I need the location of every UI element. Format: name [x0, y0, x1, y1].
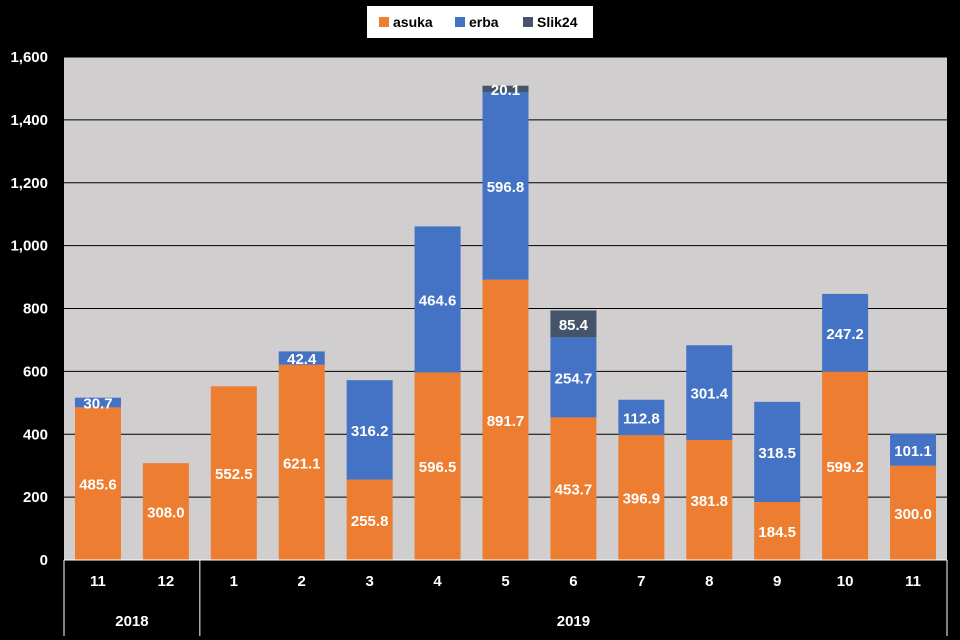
data-label: 254.7 [555, 370, 593, 387]
bar-segment-slik24 [550, 310, 597, 338]
data-label: 308.0 [147, 505, 185, 522]
bar-segment-erba [482, 92, 529, 280]
bar-segment-asuka [618, 435, 665, 560]
data-label: 453.7 [555, 482, 593, 499]
data-label: 247.2 [826, 326, 864, 343]
y-tick-label: 1,400 [10, 112, 48, 129]
data-label: 891.7 [487, 413, 525, 430]
x-tick-label: 12 [158, 573, 175, 590]
bar-segment-asuka [686, 439, 733, 560]
bars [74, 85, 937, 560]
data-label: 621.1 [283, 455, 321, 472]
data-label: 316.2 [351, 423, 389, 440]
legend: asuka erba Slik24 [367, 6, 593, 38]
y-tick-label: 1,200 [10, 175, 48, 192]
bar-segment-erba [754, 401, 801, 502]
y-tick-label: 1,600 [10, 49, 48, 66]
bar-segment-asuka [210, 386, 257, 560]
legend-box [367, 6, 593, 38]
data-label: 85.4 [559, 317, 589, 334]
legend-swatch [523, 17, 533, 27]
data-label: 255.8 [351, 513, 389, 530]
data-label: 464.6 [419, 292, 457, 309]
data-label: 318.5 [758, 445, 796, 462]
legend-label: asuka [393, 14, 433, 30]
x-tick-label: 9 [773, 573, 781, 590]
data-label: 381.8 [690, 493, 728, 510]
x-tick-label: 6 [569, 573, 577, 590]
bar-segment-slik24 [482, 85, 529, 93]
legend-swatch [379, 17, 389, 27]
bar-segment-asuka [822, 371, 869, 560]
bar-segment-asuka [482, 279, 529, 560]
bar-segment-erba [278, 351, 325, 365]
data-label: 396.9 [623, 491, 661, 508]
legend-swatch [455, 17, 465, 27]
bar-segment-asuka [142, 463, 189, 560]
y-tick-label: 200 [23, 489, 48, 506]
bar-segment-asuka [414, 372, 461, 560]
data-label: 30.7 [83, 396, 112, 413]
data-label: 20.1 [491, 82, 520, 99]
x-tick-label: 3 [365, 573, 373, 590]
year-group-label: 2019 [557, 613, 590, 630]
bar-segment-asuka [278, 364, 325, 560]
data-label: 599.2 [826, 459, 864, 476]
x-tick-label: 7 [637, 573, 645, 590]
bar-segment-asuka [890, 465, 937, 560]
bar-segment-erba [890, 433, 937, 466]
bar-segment-erba [618, 399, 665, 436]
data-label: 596.8 [487, 179, 525, 196]
year-group-label: 2018 [115, 613, 148, 630]
bar-segment-erba [822, 293, 869, 372]
data-label: 485.6 [79, 477, 117, 494]
x-tick-label: 11 [905, 573, 921, 590]
data-label: 112.8 [623, 410, 660, 427]
data-label: 552.5 [215, 466, 253, 483]
data-label: 101.1 [894, 443, 932, 460]
bar-segment-erba [414, 226, 461, 373]
x-tick-label: 10 [837, 573, 854, 590]
bar-segment-asuka [550, 417, 597, 560]
bar-segment-asuka [346, 479, 393, 560]
data-label: 184.5 [758, 524, 796, 541]
data-label: 596.5 [419, 459, 457, 476]
data-labels: 485.6 30.7 308.0 552.5 621.1 42.4 255.8 316.2 59… [79, 82, 932, 541]
bar-segment-asuka [754, 501, 801, 560]
x-tick-label: 2 [298, 573, 306, 590]
x-tick-label: 11 [90, 573, 106, 590]
legend-label: erba [469, 14, 499, 30]
x-tick-label: 5 [501, 573, 509, 590]
y-tick-label: 400 [23, 426, 48, 443]
y-tick-label: 600 [23, 363, 48, 380]
y-tick-label: 800 [23, 301, 48, 318]
y-tick-label: 0 [40, 552, 48, 569]
bar-segment-erba [686, 345, 733, 440]
data-label: 301.4 [690, 386, 728, 403]
y-tick-label: 1,000 [10, 238, 48, 255]
legend-label: Slik24 [537, 14, 578, 30]
data-label: 300.0 [894, 506, 932, 523]
x-tick-label: 4 [433, 573, 442, 590]
data-label: 42.4 [287, 351, 317, 368]
bar-segment-erba [74, 397, 121, 408]
bar-segment-erba [346, 380, 393, 480]
y-axis: 0 200 400 600 800 1,000 1,200 1,400 1,600 [10, 49, 48, 569]
bar-segment-asuka [74, 407, 121, 560]
bar-segment-erba [550, 337, 597, 418]
x-tick-label: 8 [705, 573, 713, 590]
x-tick-label: 1 [230, 573, 238, 590]
